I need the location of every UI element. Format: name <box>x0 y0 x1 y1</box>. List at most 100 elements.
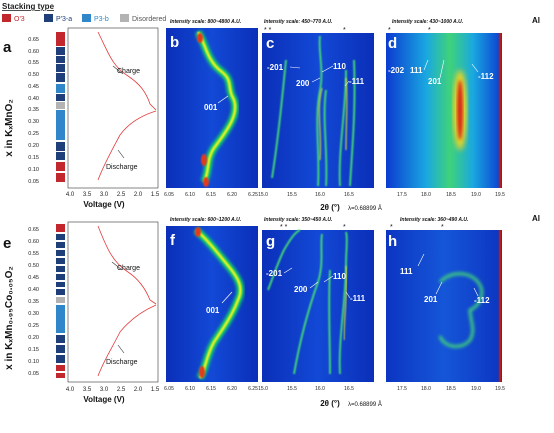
ytick-e: 0.10 <box>28 359 39 365</box>
peak-label-c-1: -201 <box>267 63 284 72</box>
xtick-f: 6.10 <box>185 386 195 392</box>
discharge-label-e: Discharge <box>106 359 138 366</box>
intensity-scale-h: Intensity scale: 360~490 A.U. <box>400 217 468 223</box>
ytick-a: 0.45 <box>28 84 39 90</box>
hotspot-b-2 <box>201 154 207 166</box>
xticks-f: 6.05 6.10 6.15 6.20 6.25 <box>164 386 258 392</box>
xtick-b: 6.25 <box>248 192 258 198</box>
ytick-e: 0.50 <box>28 263 39 269</box>
stacking-bar-e <box>56 224 65 378</box>
voltage-tick-e: 3.5 <box>83 387 92 393</box>
panel-letter-c: c <box>266 35 274 52</box>
discharge-label-a: Discharge <box>106 164 138 171</box>
xtick-b: 6.15 <box>206 192 216 198</box>
xtick-d: 19.0 <box>471 192 481 198</box>
charge-arrow-a <box>112 65 124 75</box>
ytick-a: 0.55 <box>28 60 39 66</box>
hotspot-b-3 <box>203 177 209 187</box>
legend-label-p3a: P'3-a <box>56 16 72 23</box>
heatmap-g <box>262 230 374 382</box>
hotspot-f-2 <box>199 366 205 378</box>
peak-label-d-2: 111 <box>410 66 423 75</box>
heatmap-h <box>386 230 502 382</box>
peak-trace-f <box>195 229 242 379</box>
panel-g: Intensity scale: 350~450 A.U. * * * g -2… <box>258 217 382 408</box>
peak-pointer-c <box>289 66 301 69</box>
peak-label-h-3: -112 <box>474 296 490 305</box>
two-theta-label-top: 2θ (°) <box>320 203 340 212</box>
peak-trace-h <box>438 272 484 348</box>
panel-letter-h: h <box>388 233 397 250</box>
charge-label-a: Charge <box>117 68 140 75</box>
ytick-e: 0.20 <box>28 335 39 341</box>
voltage-tick-e: 2.5 <box>117 387 126 393</box>
legend-label-p3b: P3-b <box>94 16 109 23</box>
panel-d: Intensity scale: 430~1000 A.U. Al * * d … <box>386 16 540 198</box>
ytick-a: 0.40 <box>28 96 39 102</box>
peak-pointer-f <box>221 291 233 304</box>
xtick-d: 19.5 <box>495 192 505 198</box>
star-marker-c: * <box>343 27 346 34</box>
xticks-b: 6.05 6.10 6.15 6.20 6.25 <box>164 192 258 198</box>
peak-label-g-3: 110 <box>333 272 346 281</box>
heatmap-d <box>386 33 502 188</box>
voltage-tick-e: 4.0 <box>66 387 75 393</box>
broad-peak-d <box>457 80 463 140</box>
voltage-ticks-a: 4.0 3.5 3.0 2.5 2.0 1.5 <box>66 192 160 198</box>
voltage-tick-a: 3.5 <box>83 192 92 198</box>
xtick-h: 18.5 <box>446 386 456 392</box>
legend-swatch-p3b <box>82 14 91 22</box>
ytick-e: 0.30 <box>28 311 39 317</box>
ytick-e: 0.40 <box>28 287 39 293</box>
peak-pointer-d <box>423 59 429 71</box>
voltage-curve-e <box>97 225 157 377</box>
voltage-plot-frame-e <box>67 221 159 383</box>
peak-pointer-g <box>309 281 319 289</box>
voltage-xlabel-e: Voltage (V) <box>83 395 125 404</box>
voltage-tick-e: 1.5 <box>151 387 160 393</box>
panel-h: Intensity scale: 360~490 A.U. Al * * h 1… <box>386 214 540 392</box>
peak-pointer-g <box>323 275 334 283</box>
xtick-b: 6.20 <box>227 192 237 198</box>
xtick-d: 18.0 <box>421 192 431 198</box>
legend-label-disordered: Disordered <box>132 16 166 23</box>
peak-pointer-g <box>345 291 351 299</box>
stacking-legend: Stacking type O'3 P'3-a P3-b Disordered <box>2 2 166 23</box>
intensity-scale-d: Intensity scale: 430~1000 A.U. <box>392 19 463 25</box>
peak-trace-b <box>196 31 237 183</box>
star-marker-d: * <box>388 27 391 34</box>
peak-label-b: 001 <box>204 103 218 112</box>
xtick-f: 6.05 <box>164 386 174 392</box>
stacking-bar-a <box>56 32 65 182</box>
ytick-e: 0.35 <box>28 299 39 305</box>
panel-letter-e: e <box>3 235 11 252</box>
xticks-g: 15.0 15.5 16.0 16.5 <box>258 386 354 392</box>
peak-pointer-h <box>435 281 443 295</box>
peak-traces-c <box>271 35 356 187</box>
peak-pointer-g <box>283 267 293 274</box>
ytick-a: 0.60 <box>28 49 39 55</box>
star-marker-g: * <box>343 224 346 231</box>
hotspot-f-1 <box>195 227 201 237</box>
xtick-c: 16.0 <box>315 192 325 198</box>
star-marker-d: * <box>428 27 431 34</box>
peak-pointer-c <box>344 80 350 87</box>
ytick-e: 0.05 <box>28 371 39 377</box>
charge-label-e: Charge <box>117 265 140 272</box>
panel-f: Intensity scale: 600~1200 A.U. f 001 6.0… <box>164 217 258 392</box>
legend-swatch-p3a <box>44 14 53 22</box>
two-theta-label-bottom: 2θ (°) <box>320 399 340 408</box>
peak-label-g-4: -111 <box>350 294 366 303</box>
panel-letter-g: g <box>266 233 275 250</box>
peak-pointer-d <box>439 59 445 79</box>
yticks-a: 0.65 0.60 0.55 0.50 0.45 0.40 0.35 0.30 … <box>28 37 39 185</box>
xtick-g: 15.5 <box>287 386 297 392</box>
yticks-e: 0.65 0.60 0.55 0.50 0.45 0.40 0.35 0.30 … <box>28 227 39 377</box>
xtick-b: 6.05 <box>164 192 174 198</box>
hotspot-b-1 <box>197 33 203 43</box>
voltage-tick-a: 1.5 <box>151 192 160 198</box>
xtick-c: 15.5 <box>287 192 297 198</box>
xtick-d: 18.5 <box>446 192 456 198</box>
voltage-tick-a: 2.5 <box>117 192 126 198</box>
peak-pointer-b <box>217 95 229 104</box>
